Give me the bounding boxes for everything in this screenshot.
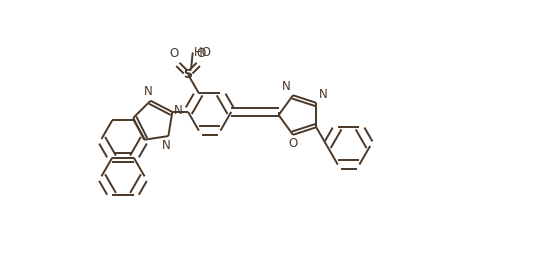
Text: N: N	[174, 104, 183, 117]
Text: N: N	[144, 85, 153, 98]
Text: O: O	[289, 137, 297, 150]
Text: N: N	[282, 80, 291, 93]
Text: S: S	[183, 68, 193, 81]
Text: O: O	[197, 47, 206, 60]
Text: N: N	[319, 87, 327, 100]
Text: O: O	[169, 47, 178, 60]
Text: HO: HO	[194, 46, 212, 59]
Text: N: N	[162, 139, 171, 152]
